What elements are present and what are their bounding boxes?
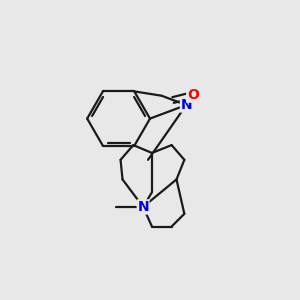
Text: N: N	[181, 98, 192, 112]
Text: N: N	[137, 200, 149, 214]
Text: O: O	[187, 88, 199, 102]
